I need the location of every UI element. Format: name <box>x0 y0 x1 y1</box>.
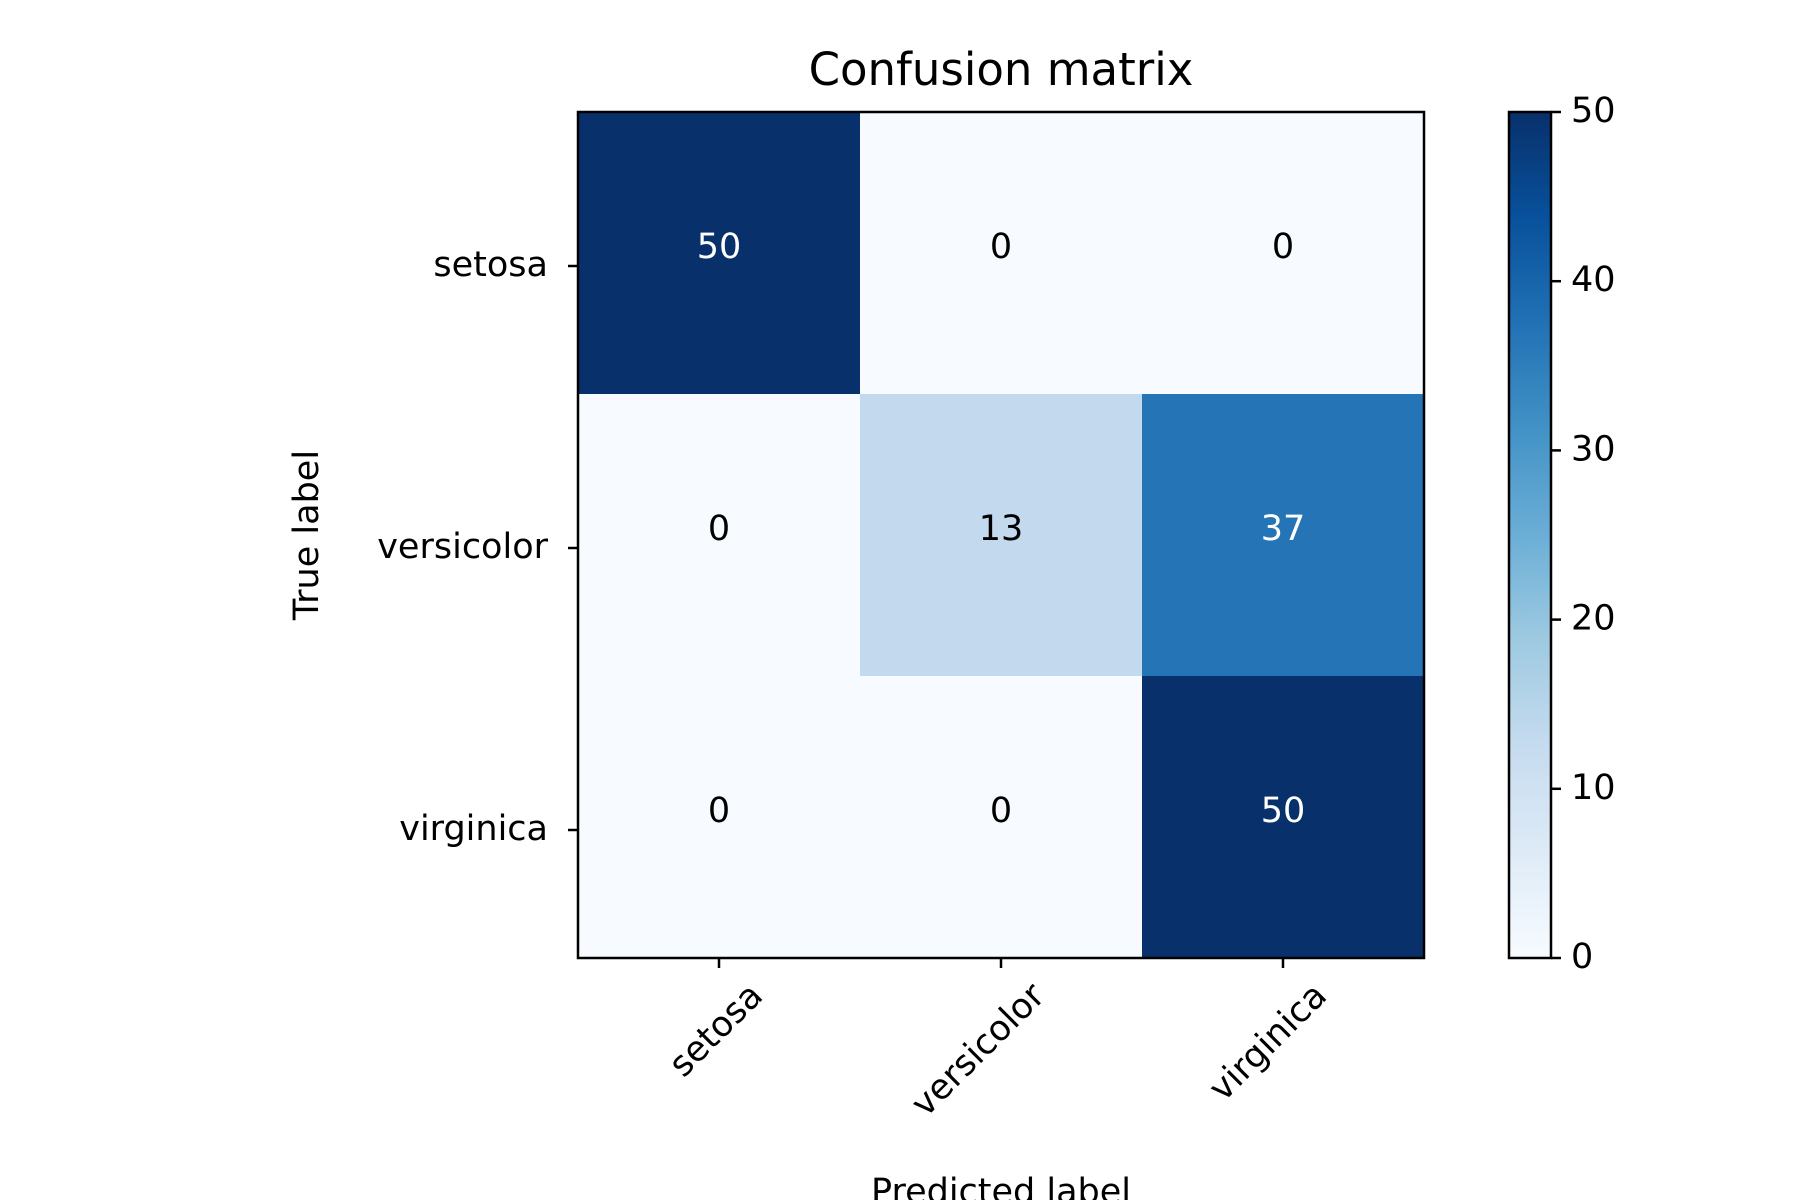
y-axis-ticks: setosa versicolor virginica <box>377 245 578 849</box>
x-axis-ticks: setosa versicolor virginica <box>662 958 1335 1125</box>
cell-value-label: 0 <box>1272 227 1294 267</box>
heatmap-cell-setosa-virginica <box>1142 112 1425 395</box>
cell-value-label: 13 <box>979 509 1024 549</box>
heatmap-cell-setosa-setosa <box>578 112 861 395</box>
colorbar-tick-label: 50 <box>1571 91 1616 131</box>
colorbar-gradient <box>1509 112 1551 958</box>
y-tick-label: virginica <box>399 809 548 849</box>
colorbar-tick-label: 30 <box>1571 429 1616 469</box>
x-tick-label: virginica <box>1201 976 1334 1109</box>
colorbar: 0 10 20 30 40 50 <box>1507 91 1616 977</box>
x-axis-label: Predicted label <box>871 1172 1131 1200</box>
cell-value-label: 0 <box>708 509 730 549</box>
y-tick-label: versicolor <box>377 527 548 567</box>
x-tick-label: setosa <box>662 976 771 1085</box>
cell-value-label: 0 <box>708 791 730 831</box>
chart-title: Confusion matrix <box>809 43 1194 96</box>
heatmap-cell-virginica-setosa <box>578 676 861 959</box>
heatmap-cell-virginica-versicolor <box>860 676 1143 959</box>
cell-value-label: 0 <box>990 791 1012 831</box>
y-tick-label: setosa <box>433 245 548 285</box>
heatmap-cell-versicolor-setosa <box>578 394 861 677</box>
cell-value-label: 50 <box>1261 791 1306 831</box>
heatmap-cells <box>578 112 1425 959</box>
colorbar-ticks: 0 10 20 30 40 50 <box>1551 91 1616 977</box>
heatmap-cell-virginica-virginica <box>1142 676 1425 959</box>
heatmap-cell-setosa-versicolor <box>860 112 1143 395</box>
cell-value-label: 50 <box>697 227 742 267</box>
x-tick-label: versicolor <box>904 975 1053 1124</box>
y-axis-label: True label <box>287 450 327 621</box>
heatmap-cell-versicolor-versicolor <box>860 394 1143 677</box>
cell-value-label: 37 <box>1261 509 1306 549</box>
colorbar-frame <box>1507 110 1553 960</box>
colorbar-tick-label: 0 <box>1571 937 1593 977</box>
colorbar-tick-label: 40 <box>1571 260 1616 300</box>
cell-value-label: 0 <box>990 227 1012 267</box>
heatmap-cell-versicolor-virginica <box>1142 394 1425 677</box>
heatmap-cell-labels: 50 0 0 0 13 37 0 0 50 <box>697 227 1306 831</box>
colorbar-tick-label: 10 <box>1571 768 1616 808</box>
colorbar-tick-label: 20 <box>1571 599 1616 639</box>
